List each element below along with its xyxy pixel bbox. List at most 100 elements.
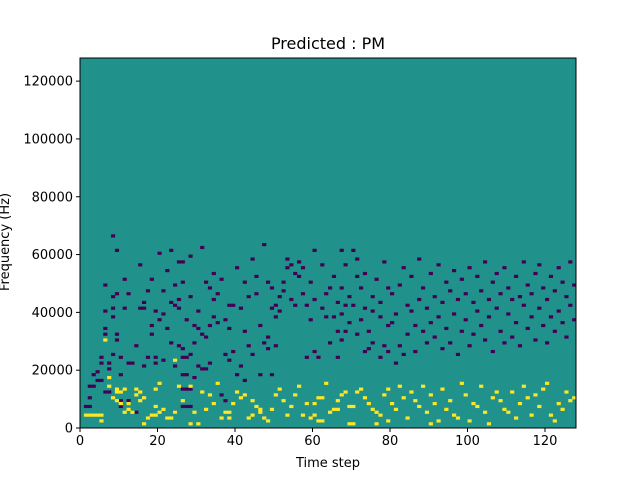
heatmap-cell-high <box>126 407 131 411</box>
heatmap-cell-low <box>149 277 154 281</box>
heatmap-cell-low <box>111 306 116 310</box>
heatmap-cell-low <box>560 280 565 284</box>
heatmap-cell-high <box>289 404 294 409</box>
heatmap-cell-high <box>122 410 127 414</box>
heatmap-cell-low <box>359 286 364 290</box>
heatmap-cell-low <box>87 404 92 409</box>
heatmap-cell-low <box>173 283 178 287</box>
heatmap-cell-low <box>87 396 92 400</box>
heatmap-cell-high <box>235 390 240 394</box>
heatmap-cell-low <box>176 344 182 348</box>
heatmap-cell-low <box>324 292 329 296</box>
heatmap-cell-high <box>161 407 166 411</box>
heatmap-cell-low <box>142 306 147 310</box>
heatmap-cell-low <box>510 297 515 302</box>
heatmap-cell-low <box>440 347 445 351</box>
heatmap-cell-low <box>138 263 143 267</box>
heatmap-cell-low <box>339 312 344 316</box>
heatmap-cell-high <box>370 407 375 411</box>
heatmap-cell-low <box>180 280 185 284</box>
heatmap-cell-low <box>359 318 364 322</box>
heatmap-cell-low <box>173 303 178 307</box>
heatmap-cell-high <box>521 384 526 388</box>
heatmap-cell-high <box>448 399 453 403</box>
heatmap-cell-low <box>312 297 317 302</box>
heatmap-cell-low <box>316 355 321 359</box>
heatmap-cell-low <box>390 321 395 325</box>
heatmap-cell-low <box>215 292 220 296</box>
heatmap-cell-low <box>409 309 414 313</box>
heatmap-cell-high <box>173 358 178 362</box>
heatmap-cell-low <box>347 295 352 299</box>
heatmap-cell-high <box>99 419 104 423</box>
x-axis-label: Time step <box>295 456 360 471</box>
heatmap-cell-low <box>134 344 139 348</box>
heatmap-cell-low <box>339 248 344 252</box>
heatmap-cell-low <box>339 286 344 290</box>
heatmap-cell-low <box>184 318 189 322</box>
heatmap-cell-low <box>107 390 112 394</box>
heatmap-cell-low <box>211 297 216 302</box>
heatmap-cell-low <box>463 318 468 322</box>
heatmap-cell-low <box>362 349 368 354</box>
heatmap-cell-low <box>207 361 213 365</box>
heatmap-cell-high <box>494 390 499 394</box>
heatmap-cell-low <box>490 280 495 284</box>
heatmap-cell-low <box>343 303 348 307</box>
heatmap-cell-low <box>145 355 151 359</box>
heatmap-cell-low <box>331 274 337 278</box>
heatmap-cell-low <box>444 280 449 284</box>
heatmap-cell-low <box>114 332 120 336</box>
heatmap-cell-low <box>378 355 383 359</box>
y-tick-label: 80000 <box>32 190 73 205</box>
heatmap-cell-low <box>498 329 503 333</box>
heatmap-cell-high <box>138 399 143 403</box>
heatmap-cell-low <box>312 349 317 354</box>
heatmap-cell-low <box>432 295 437 299</box>
heatmap-cell-low <box>180 260 185 264</box>
heatmap-cell-high <box>405 416 410 420</box>
heatmap-cell-low <box>548 274 554 278</box>
heatmap-cell-low <box>452 312 457 316</box>
heatmap-cell-high <box>87 413 92 417</box>
heatmap-cell-high <box>142 396 147 400</box>
heatmap-cell-low <box>483 338 488 342</box>
heatmap-cell-low <box>118 399 123 403</box>
heatmap-cell-low <box>428 271 433 276</box>
heatmap-cell-low <box>142 364 147 368</box>
heatmap-cell-high <box>114 387 120 391</box>
heatmap-cell-high <box>444 407 449 411</box>
heatmap-cell-high <box>138 390 143 394</box>
heatmap-cell-high <box>258 407 263 411</box>
heatmap-cell-low <box>211 315 216 319</box>
heatmap-cell-low <box>490 349 495 354</box>
heatmap-cell-low <box>525 283 530 287</box>
heatmap-cell-low <box>401 266 406 270</box>
heatmap-cell-low <box>552 329 557 333</box>
x-tick-label: 100 <box>455 434 480 449</box>
heatmap-cell-high <box>200 390 205 394</box>
heatmap-cell-low <box>215 321 220 325</box>
heatmap-cell-high <box>424 410 430 414</box>
heatmap-cell-low <box>378 300 383 304</box>
heatmap-cell-high <box>273 393 278 397</box>
heatmap-cell-low <box>281 280 286 284</box>
heatmap-cell-high <box>207 393 213 397</box>
heatmap-cell-low <box>548 315 554 319</box>
heatmap-cell-low <box>289 297 294 302</box>
heatmap-cell-low <box>297 260 302 264</box>
heatmap-cell-low <box>281 289 286 293</box>
heatmap-cell-low <box>382 260 387 264</box>
x-axis: 0 20 40 60 80 100 120 <box>76 428 557 449</box>
heatmap-cell-low <box>180 347 185 351</box>
heatmap-cell-low <box>413 349 418 354</box>
heatmap-cell-low <box>169 300 174 304</box>
heatmap-cell-low <box>188 295 193 299</box>
heatmap-cell-low <box>335 300 340 304</box>
heatmap-cell-high <box>91 413 96 417</box>
heatmap-cell-high <box>157 381 162 385</box>
heatmap-cell-low <box>161 312 166 316</box>
y-axis: 0 20000 40000 60000 80000 100000 120000 <box>23 75 80 437</box>
heatmap-cell-low <box>355 332 360 336</box>
heatmap-cell-low <box>455 297 461 302</box>
